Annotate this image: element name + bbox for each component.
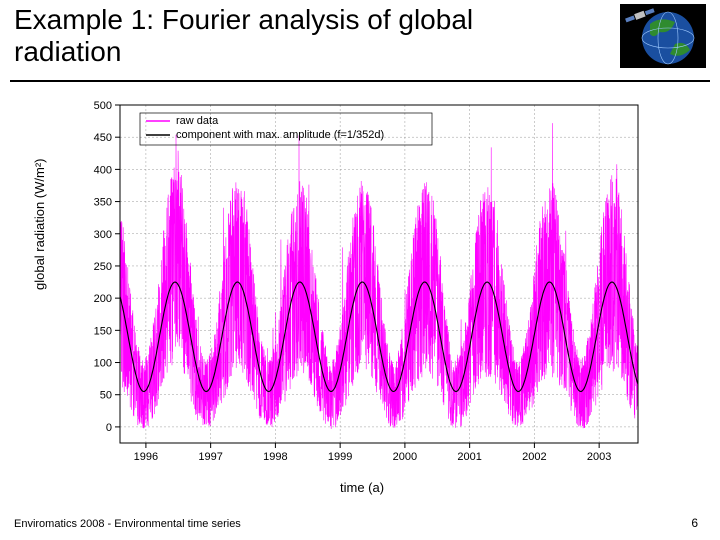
svg-text:1999: 1999: [328, 451, 352, 463]
svg-text:2003: 2003: [587, 451, 611, 463]
svg-text:component with max. amplitude: component with max. amplitude (f=1/352d): [176, 129, 384, 141]
slide-title: Example 1: Fourier analysis of global ra…: [14, 4, 574, 68]
svg-text:400: 400: [94, 164, 112, 176]
svg-text:100: 100: [94, 358, 112, 370]
svg-text:1996: 1996: [134, 451, 158, 463]
svg-text:200: 200: [94, 293, 112, 305]
globe-satellite-icon: [620, 4, 706, 68]
x-axis-label: time (a): [340, 480, 384, 495]
title-divider: [10, 80, 710, 82]
svg-text:150: 150: [94, 325, 112, 337]
svg-text:250: 250: [94, 261, 112, 273]
svg-text:500: 500: [94, 100, 112, 112]
footer-text: Enviromatics 2008 - Environmental time s…: [14, 518, 241, 530]
svg-text:1997: 1997: [198, 451, 222, 463]
page-number: 6: [691, 516, 698, 530]
svg-text:50: 50: [100, 390, 112, 402]
svg-text:300: 300: [94, 229, 112, 241]
svg-text:0: 0: [106, 422, 112, 434]
slide: Example 1: Fourier analysis of global ra…: [0, 0, 720, 540]
y-axis-label: global radiation (W/m²): [32, 159, 47, 291]
svg-text:350: 350: [94, 197, 112, 209]
svg-text:2002: 2002: [522, 451, 546, 463]
line-chart: 0 50 100 150 200 250 300 350 400 450 500 1996 1997 19…: [70, 95, 650, 495]
svg-text:2000: 2000: [393, 451, 417, 463]
svg-text:2001: 2001: [457, 451, 481, 463]
svg-text:raw data: raw data: [176, 115, 219, 127]
svg-text:450: 450: [94, 132, 112, 144]
svg-text:1998: 1998: [263, 451, 287, 463]
